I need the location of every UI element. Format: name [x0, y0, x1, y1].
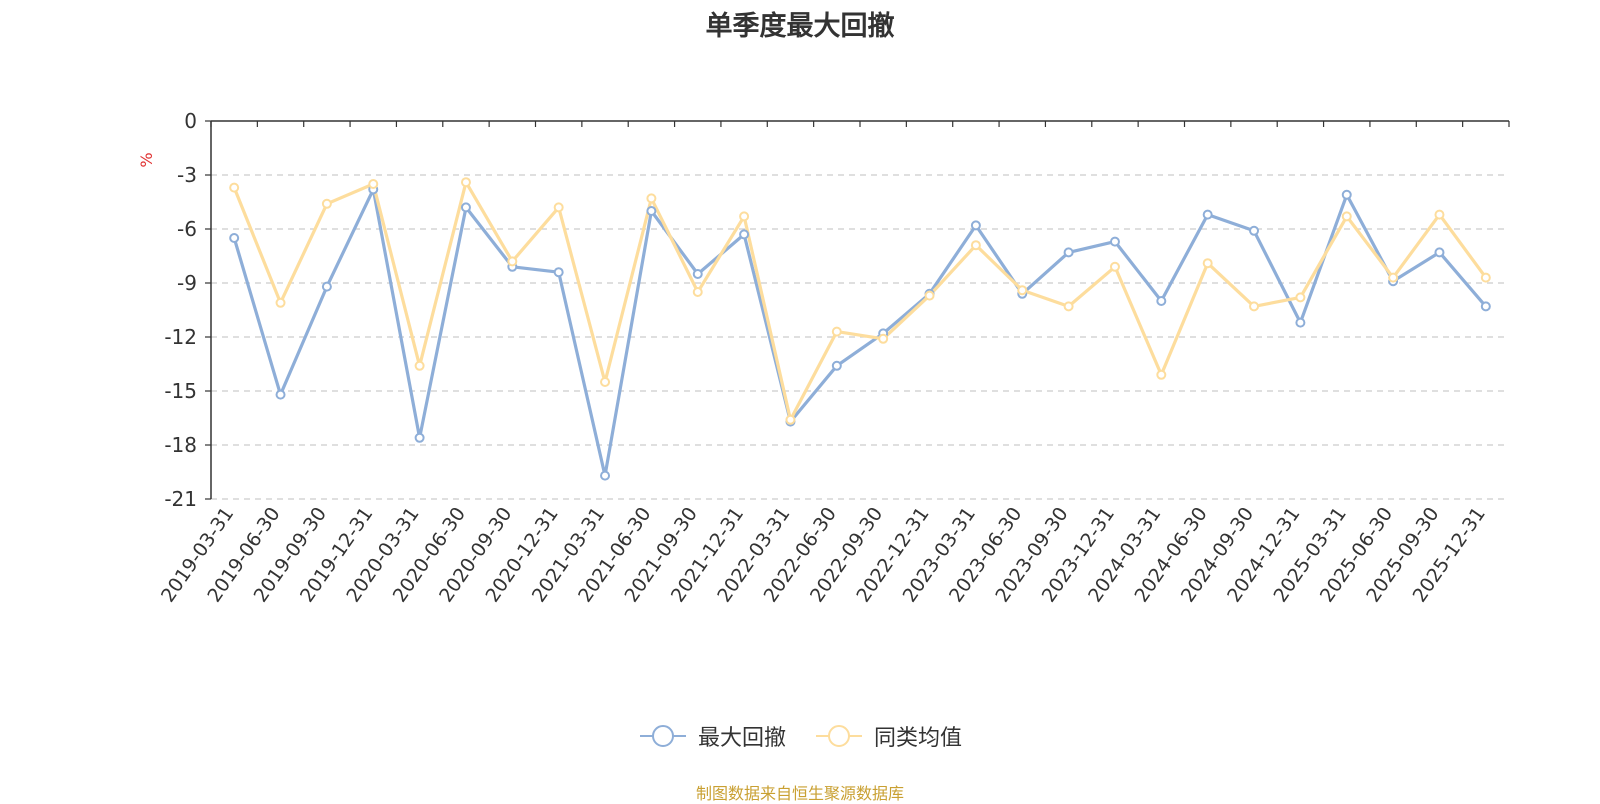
series-point-1 [1063, 301, 1074, 312]
legend-label-0: 最大回撤 [697, 726, 786, 751]
series-point-1 [1480, 272, 1491, 283]
series-point-1 [878, 333, 889, 344]
legend-item-1[interactable]: 同类均值 [814, 720, 962, 752]
series-point-0 [414, 432, 425, 443]
series-point-1 [1388, 272, 1399, 283]
series-point-1 [1202, 258, 1213, 269]
series-point-0 [831, 360, 842, 371]
series-point-0 [646, 206, 657, 216]
legend: 最大回撤 同类均值 [0, 720, 1600, 752]
series-point-0 [1063, 247, 1074, 258]
series-point-1 [646, 193, 657, 204]
series-point-1 [1109, 261, 1120, 272]
series-point-1 [321, 198, 332, 209]
series-point-1 [785, 414, 796, 425]
series-point-1 [460, 177, 471, 188]
series-point-0 [1156, 296, 1167, 306]
legend-item-0[interactable]: 最大回撤 [638, 720, 786, 752]
series-point-1 [1017, 285, 1028, 296]
y-tick-label: -15 [164, 379, 197, 403]
series-point-0 [1295, 317, 1306, 328]
y-tick-label: -18 [164, 433, 197, 457]
y-tick-label: 0 [184, 109, 197, 133]
series-point-1 [229, 182, 240, 193]
y-tick-label: -6 [177, 217, 197, 241]
series-layer [229, 177, 1491, 481]
series-point-1 [600, 377, 611, 387]
series-point-0 [1434, 247, 1445, 258]
series-point-1 [275, 297, 286, 308]
series-point-0 [553, 267, 564, 278]
y-tick-labels: 0 -3 -6 -9 -12 -15 -18 -21 [164, 109, 197, 511]
line-chart: 0 -3 -6 -9 -12 -15 -18 -21 2019-03-312019-06-30… [137, 109, 1510, 606]
x-tick-labels: 2019-03-312019-06-302019-09-302019-12-31… [157, 503, 1490, 606]
series-point-0 [1341, 189, 1352, 200]
series-point-0 [600, 470, 611, 481]
legend-swatch-0 [639, 725, 686, 747]
series-point-0 [229, 233, 240, 243]
series-point-1 [553, 202, 564, 213]
series-point-1 [507, 256, 518, 267]
series-point-1 [970, 240, 981, 251]
series-point-0 [970, 220, 981, 231]
series-point-1 [739, 211, 750, 222]
series-point-1 [1295, 292, 1306, 303]
series-point-1 [831, 326, 842, 337]
series-point-0 [460, 202, 471, 213]
y-tick-label: -9 [177, 271, 197, 295]
series-point-0 [1202, 209, 1213, 220]
series-point-0 [1480, 301, 1491, 312]
y-axis-label: % [137, 152, 156, 167]
series-point-1 [1249, 301, 1260, 312]
series-point-0 [1109, 236, 1120, 247]
source-note: 制图数据来自恒生聚源数据库 [695, 784, 904, 803]
y-tick-label: -3 [177, 163, 197, 187]
chart-title: 单季度最大回撤 [705, 11, 895, 42]
series-point-1 [692, 287, 703, 297]
series-point-0 [692, 269, 703, 279]
axes [205, 120, 1510, 500]
series-point-1 [368, 179, 379, 189]
series-point-1 [1341, 211, 1352, 222]
series-line-1 [232, 180, 1488, 422]
series-point-1 [924, 290, 935, 301]
series-point-1 [1434, 209, 1445, 220]
series-point-0 [1249, 225, 1260, 236]
series-point-1 [414, 360, 425, 371]
series-point-0 [275, 389, 286, 400]
y-tick-label: -12 [164, 325, 197, 349]
series-point-1 [1156, 369, 1167, 380]
series-line-0 [232, 187, 1488, 478]
series-point-0 [321, 281, 332, 292]
y-tick-label: -21 [164, 487, 197, 511]
grid-lines [211, 174, 1509, 500]
series-point-0 [739, 229, 750, 240]
legend-swatch-1 [816, 725, 862, 747]
legend-label-1: 同类均值 [874, 726, 963, 751]
